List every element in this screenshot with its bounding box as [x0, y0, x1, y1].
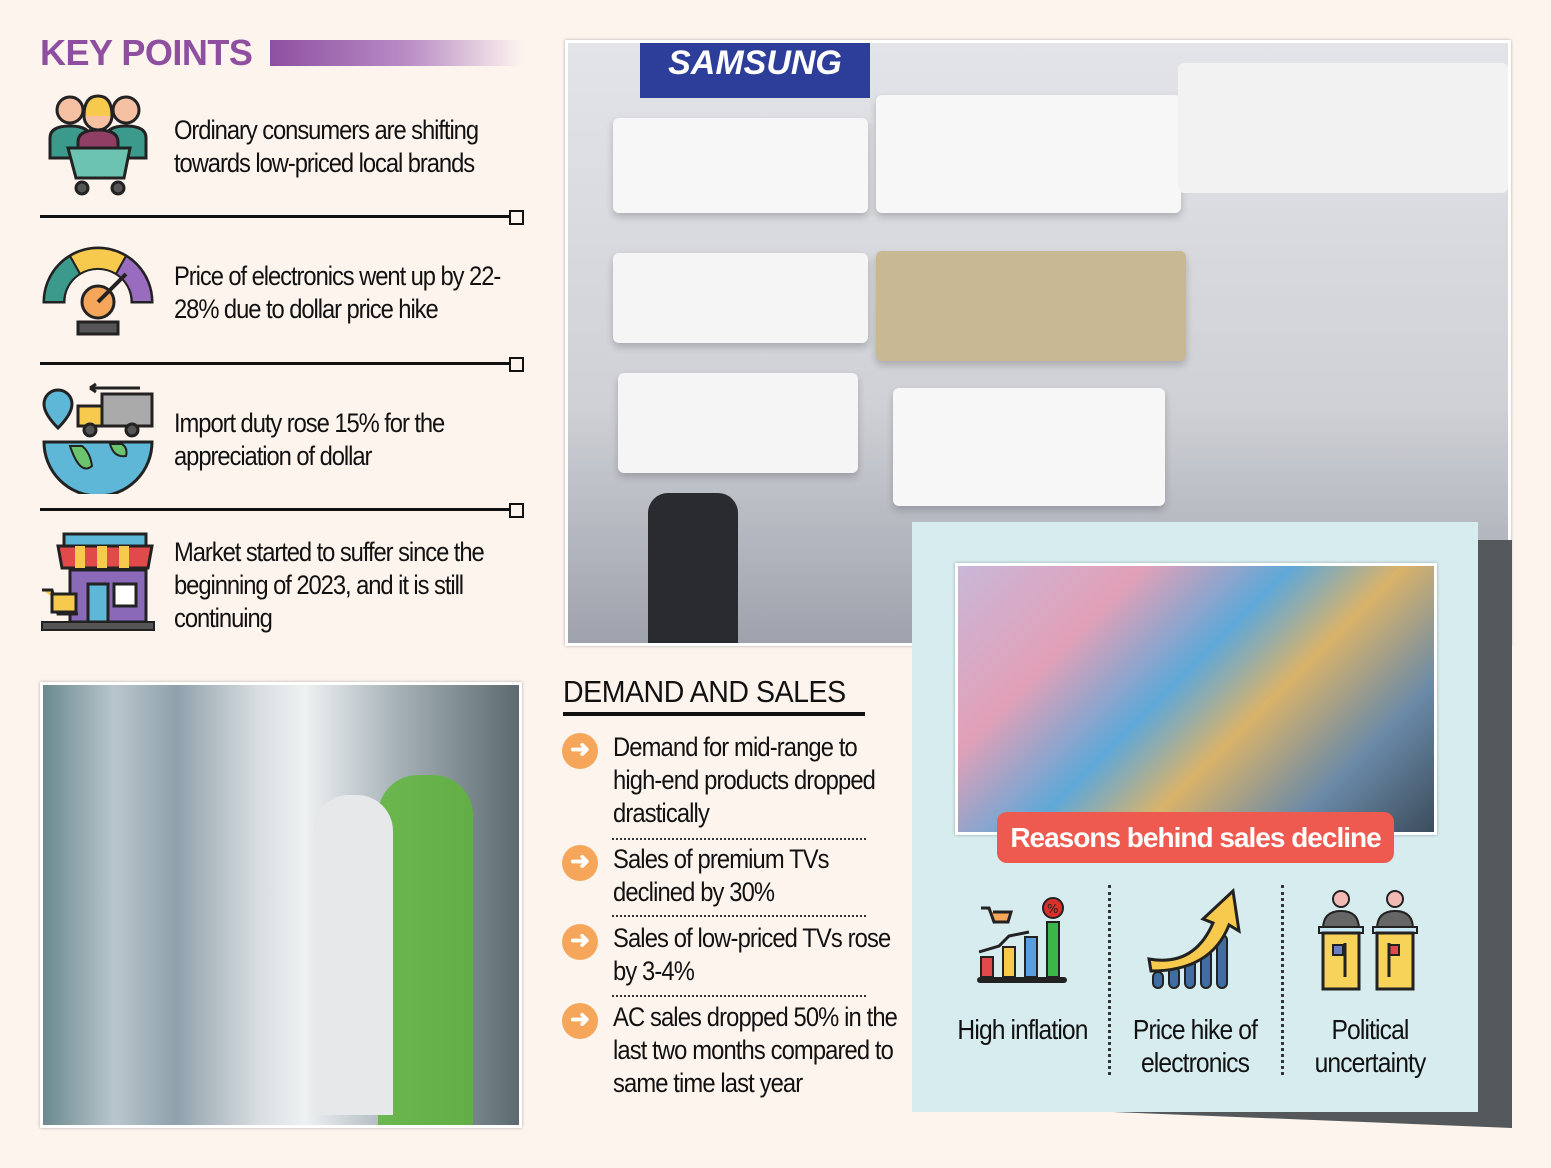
arrow-right-icon: ➜ [562, 733, 598, 769]
chair [648, 493, 738, 643]
ac-unit [618, 373, 858, 473]
key-point-text: Price of electronics went up by 22-28% d… [174, 261, 501, 324]
svg-text:%: % [1047, 902, 1058, 916]
dotted-divider [612, 995, 866, 997]
dotted-divider [612, 838, 866, 840]
customer-figure [378, 775, 473, 1125]
arrow-right-icon: ➜ [562, 1003, 598, 1039]
list-item-text: Demand for mid-range to high-end product… [613, 732, 876, 828]
key-point-text: Market started to suffer since the begin… [174, 537, 485, 633]
inflation-chart-icon: % [975, 892, 1070, 987]
consumers-cart-icon [40, 88, 156, 196]
electronics-store-photo [955, 563, 1437, 835]
arrow-right-icon: ➜ [562, 845, 598, 881]
divider [40, 503, 524, 518]
reason-label: Price hike of electronics [1132, 1014, 1258, 1078]
key-point-text: Ordinary consumers are shifting towards … [174, 115, 479, 178]
list-item-text: Sales of premium TVs declined by 30% [613, 844, 830, 907]
ac-unit [613, 253, 868, 343]
politicians-podium-icon [1317, 887, 1422, 992]
ac-unit [613, 118, 868, 213]
ac-unit [876, 95, 1181, 213]
market-shop-icon [40, 530, 156, 631]
price-gauge-icon [40, 242, 156, 342]
title-underline [563, 712, 865, 716]
ac-unit [1178, 63, 1508, 193]
customer-figure [313, 795, 393, 1115]
divider [40, 210, 524, 225]
refrigerator-showroom-photo [40, 682, 522, 1128]
title-accent-bar [270, 40, 522, 66]
arrow-right-icon: ➜ [562, 924, 598, 960]
dotted-divider [1281, 885, 1284, 1075]
divider [40, 357, 524, 372]
dotted-divider [1108, 885, 1111, 1075]
brand-sign: SAMSUNG [640, 43, 870, 98]
ac-unit [893, 388, 1165, 506]
list-item-text: Sales of low-priced TVs rose by 3-4% [613, 923, 891, 986]
price-rise-arrow-icon [1145, 887, 1245, 992]
reasons-title: Reasons behind sales decline [997, 812, 1394, 863]
dotted-divider [612, 915, 866, 917]
reason-label: Political uncertainty [1314, 1014, 1427, 1078]
ac-unit [876, 251, 1186, 361]
key-points-title: KEY POINTS [40, 32, 253, 73]
key-point-text: Import duty rose 15% for the appreciatio… [174, 408, 445, 471]
list-item-text: AC sales dropped 50% in the last two mon… [613, 1002, 898, 1098]
demand-sales-title: DEMAND AND SALES [563, 674, 846, 709]
import-globe-truck-icon [40, 382, 156, 498]
reason-label: High inflation [957, 1014, 1088, 1045]
